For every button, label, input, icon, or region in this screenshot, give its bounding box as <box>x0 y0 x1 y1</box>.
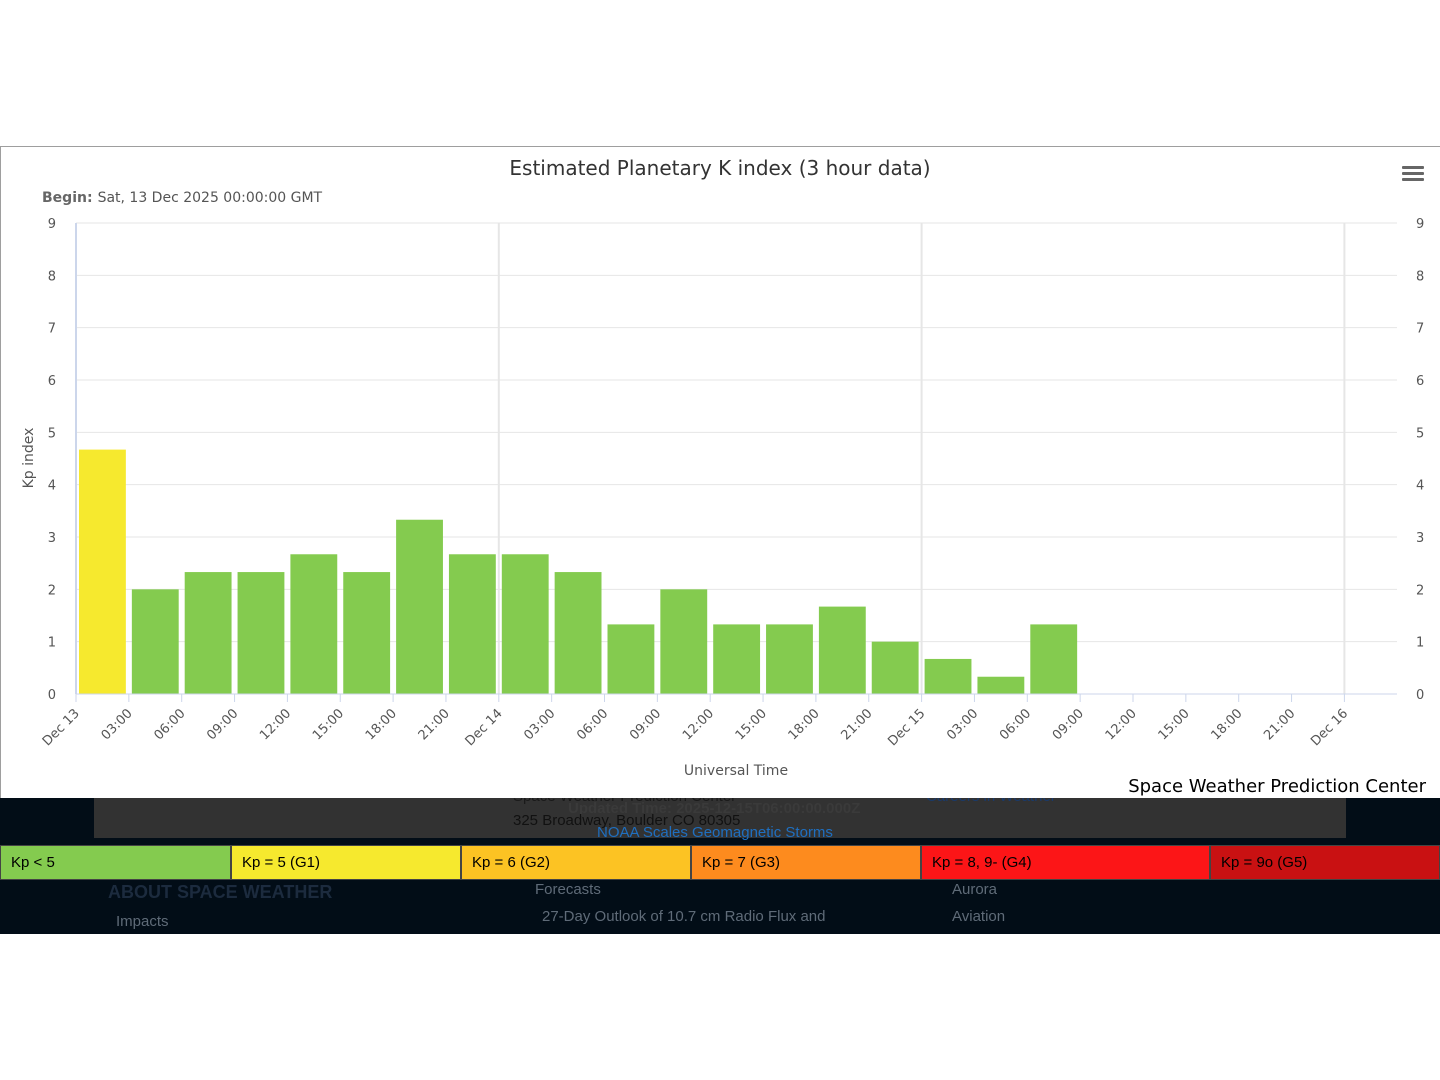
kp-bar[interactable] <box>924 658 972 694</box>
y-tick-label-right: 7 <box>1416 322 1424 337</box>
x-tick-label: 06:00 <box>997 706 1034 743</box>
x-tick-label: 21:00 <box>1261 706 1298 743</box>
kp-bar[interactable] <box>237 572 285 694</box>
legend-kp-8-g4: Kp = 8, 9- (G4) <box>921 845 1210 880</box>
kp-bar[interactable] <box>343 572 391 694</box>
kp-bar[interactable] <box>501 554 549 694</box>
chart-subtitle: Begin: Sat, 13 Dec 2025 00:00:00 GMT <box>42 190 323 206</box>
x-tick-label: 21:00 <box>416 706 453 743</box>
x-tick-label: 03:00 <box>521 706 558 743</box>
kp-bar[interactable] <box>554 572 602 694</box>
kp-bar[interactable] <box>977 676 1025 694</box>
x-tick-label: 15:00 <box>1156 706 1193 743</box>
footer-impacts-link[interactable]: Impacts <box>116 913 169 930</box>
y-tick-label-left: 9 <box>48 217 56 232</box>
footer-aviation-link[interactable]: Aviation <box>952 908 1006 925</box>
y-tick-label-right: 6 <box>1416 374 1424 389</box>
y-tick-label-left: 5 <box>48 426 56 441</box>
x-tick-label: Dec 15 <box>885 706 928 749</box>
legend-kp-lt-5: Kp < 5 <box>0 845 231 880</box>
x-axis-title: Universal Time <box>684 763 788 779</box>
x-tick-label: 09:00 <box>627 706 664 743</box>
x-tick-label: 18:00 <box>363 706 400 743</box>
x-tick-label: 09:00 <box>1050 706 1087 743</box>
y-tick-label-right: 8 <box>1416 269 1424 284</box>
x-tick-label: 12:00 <box>680 706 717 743</box>
y-tick-label-left: 6 <box>48 374 56 389</box>
y-tick-label-left: 7 <box>48 322 56 337</box>
kp-legend: Kp < 5 Kp = 5 (G1) Kp = 6 (G2) Kp = 7 (G… <box>0 845 1440 880</box>
kp-index-chart: Estimated Planetary K index (3 hour data… <box>21 156 1427 797</box>
footer-aurora-link[interactable]: Aurora <box>952 881 998 898</box>
footer-forecasts-link[interactable]: Forecasts <box>535 881 601 898</box>
y-tick-label-right: 0 <box>1416 688 1424 703</box>
kp-bar[interactable] <box>818 606 866 694</box>
about-space-weather-heading: ABOUT SPACE WEATHER <box>108 882 333 902</box>
x-tick-label: 18:00 <box>786 706 823 743</box>
x-tick-label: 21:00 <box>838 706 875 743</box>
x-tick-label: 12:00 <box>257 706 294 743</box>
footer-updated-time: Updated Time: 2025-12-15T06:00:00.000Z <box>568 800 861 817</box>
y-tick-label-right: 4 <box>1416 479 1424 494</box>
bar-series <box>79 449 1078 694</box>
y-tick-label-left: 2 <box>48 583 56 598</box>
kp-bar[interactable] <box>448 554 496 694</box>
x-tick-label: 15:00 <box>733 706 770 743</box>
footer-address-street: 325 Broadway, Boulder CO 80305 <box>513 812 741 829</box>
kp-bar[interactable] <box>607 624 655 694</box>
kp-bar[interactable] <box>713 624 761 694</box>
x-tick-label: 18:00 <box>1208 706 1245 743</box>
subtitle-begin-value: Sat, 13 Dec 2025 00:00:00 GMT <box>98 190 323 206</box>
y-tick-label-left: 4 <box>48 479 56 494</box>
x-tick-label: Dec 13 <box>40 706 83 749</box>
x-tick-label: 12:00 <box>1103 706 1140 743</box>
y-tick-label-left: 1 <box>48 636 56 651</box>
x-tick-label: Dec 14 <box>463 706 506 749</box>
x-tick-label: 06:00 <box>574 706 611 743</box>
kp-bar[interactable] <box>871 641 919 694</box>
x-tick-label: 09:00 <box>204 706 241 743</box>
hamburger-menu-icon[interactable] <box>1398 163 1428 187</box>
y-tick-label-right: 1 <box>1416 636 1424 651</box>
y-tick-label-right: 5 <box>1416 426 1424 441</box>
y-tick-label-left: 3 <box>48 531 56 546</box>
kp-bar[interactable] <box>396 519 443 694</box>
legend-kp-9o-g5: Kp = 9o (G5) <box>1210 845 1440 880</box>
y-tick-label-right: 3 <box>1416 531 1424 546</box>
chart-credit[interactable]: Space Weather Prediction Center <box>1128 776 1426 797</box>
x-tick-label: 03:00 <box>99 706 136 743</box>
noaa-scales-link[interactable]: NOAA Scales Geomagnetic Storms <box>597 824 833 841</box>
footer-outlook-link[interactable]: 27-Day Outlook of 10.7 cm Radio Flux and <box>542 908 826 925</box>
y-tick-label-left: 0 <box>48 688 56 703</box>
chart-title: Estimated Planetary K index (3 hour data… <box>509 156 930 180</box>
kp-bar[interactable] <box>131 589 179 694</box>
kp-bar[interactable] <box>79 449 126 694</box>
y-tick-label-right: 2 <box>1416 583 1424 598</box>
kp-bar[interactable] <box>766 624 813 694</box>
kp-bar[interactable] <box>660 589 708 694</box>
footer-address-card <box>94 798 1346 838</box>
legend-kp-6-g2: Kp = 6 (G2) <box>461 845 691 880</box>
y-tick-label-left: 8 <box>48 269 56 284</box>
kp-bar[interactable] <box>290 554 338 694</box>
x-tick-label: Dec 16 <box>1308 706 1351 749</box>
legend-kp-5-g1: Kp = 5 (G1) <box>231 845 461 880</box>
kp-bar[interactable] <box>1030 624 1078 694</box>
x-tick-label: 03:00 <box>944 706 981 743</box>
legend-kp-7-g3: Kp = 7 (G3) <box>691 845 921 880</box>
subtitle-begin-label: Begin: <box>42 190 93 206</box>
y-axis-title: Kp index <box>21 428 37 489</box>
y-tick-label-right: 9 <box>1416 217 1424 232</box>
x-tick-label: 15:00 <box>310 706 347 743</box>
kp-bar[interactable] <box>184 572 232 694</box>
x-tick-label: 06:00 <box>151 706 188 743</box>
